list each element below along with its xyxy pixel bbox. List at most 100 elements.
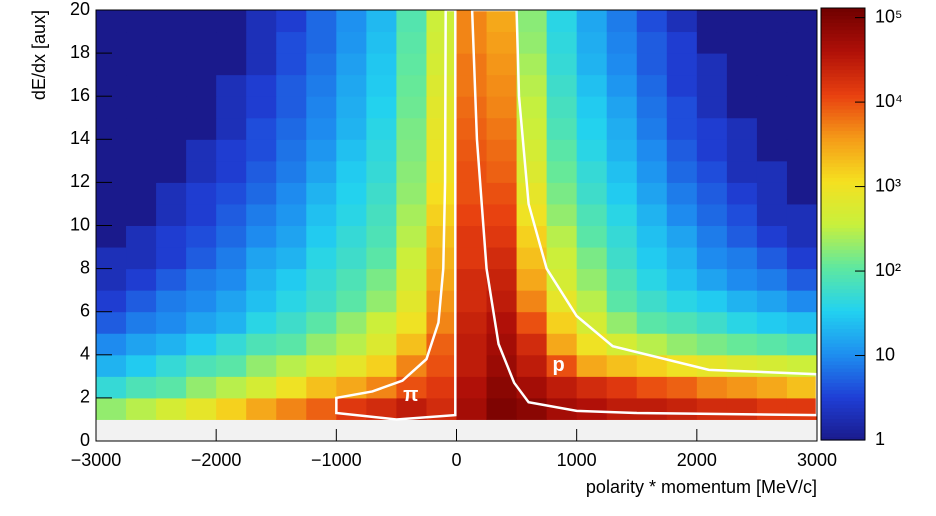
heat-cell	[726, 397, 758, 420]
heat-cell	[516, 74, 548, 97]
heat-cell	[756, 376, 788, 399]
heat-cell	[426, 74, 457, 97]
heat-cell	[696, 53, 728, 76]
colorbar-step	[821, 108, 865, 113]
heat-cell	[426, 354, 457, 377]
heat-cell	[156, 53, 187, 76]
heat-cell	[576, 117, 608, 140]
heat-cell	[156, 290, 187, 313]
heat-cell	[306, 203, 337, 226]
heat-cell	[396, 268, 427, 291]
heat-cell	[696, 31, 728, 54]
heat-cell	[636, 354, 668, 377]
colorbar-step	[821, 324, 865, 329]
heat-cell	[576, 376, 608, 399]
heat-cell	[426, 225, 457, 248]
colorbar-step	[821, 137, 865, 142]
colorbar-step	[821, 396, 865, 401]
heat-cell	[516, 397, 548, 420]
heat-cell	[216, 182, 247, 205]
heat-cell	[486, 117, 518, 140]
colorbar-step	[821, 256, 865, 261]
heat-cell	[366, 182, 397, 205]
heat-cell	[306, 160, 337, 183]
heat-cell	[606, 31, 638, 54]
heat-cell	[96, 268, 127, 291]
heat-cell	[756, 96, 788, 119]
heat-cell	[636, 10, 668, 33]
heat-cell	[696, 268, 728, 291]
heat-cell	[516, 354, 548, 377]
heat-cell	[516, 376, 548, 399]
heat-cell	[96, 333, 127, 356]
heat-cell	[456, 160, 488, 183]
colorbar-step	[821, 98, 865, 103]
colorbar-step	[821, 184, 865, 189]
heat-cell	[666, 53, 698, 76]
heat-cell	[636, 203, 668, 226]
colorbar-step	[821, 8, 865, 13]
colorbar-step	[821, 198, 865, 203]
heat-cell	[666, 10, 698, 33]
heat-cell	[756, 311, 788, 334]
heat-cell	[276, 10, 307, 33]
heat-cell	[306, 117, 337, 140]
heat-cell	[696, 333, 728, 356]
colorbar-step	[821, 242, 865, 247]
heat-cell	[366, 290, 397, 313]
colorbar-step	[821, 321, 865, 326]
heat-cell	[756, 268, 788, 291]
heat-cell	[726, 74, 758, 97]
heat-cell	[336, 311, 367, 334]
heat-cell	[366, 74, 397, 97]
colorbar-step	[821, 72, 865, 77]
colorbar-step	[821, 87, 865, 92]
heat-cell	[666, 376, 698, 399]
colorbar-step	[821, 357, 865, 362]
heat-cell	[276, 247, 307, 270]
heat-cell	[546, 117, 578, 140]
heat-cell	[636, 225, 668, 248]
heat-cell	[456, 225, 488, 248]
heat-cell	[336, 333, 367, 356]
heat-cell	[576, 182, 608, 205]
heat-cell	[606, 139, 638, 162]
heat-cell	[636, 117, 668, 140]
heat-cell	[456, 397, 488, 420]
heat-cell	[336, 203, 367, 226]
heat-cell	[696, 96, 728, 119]
heat-cell	[546, 268, 578, 291]
heat-cell	[306, 290, 337, 313]
colorbar-step	[821, 112, 865, 117]
heat-cell	[396, 290, 427, 313]
heat-cell	[96, 117, 127, 140]
heat-cell	[726, 333, 758, 356]
heat-cell	[786, 376, 818, 399]
heat-cell	[156, 203, 187, 226]
colorbar-step	[821, 216, 865, 221]
heat-cell	[606, 53, 638, 76]
heat-cell	[516, 247, 548, 270]
heat-cell	[636, 397, 668, 420]
heat-cell	[666, 290, 698, 313]
heat-cell	[786, 117, 818, 140]
heat-cell	[366, 31, 397, 54]
heat-cell	[576, 311, 608, 334]
heat-cell	[156, 160, 187, 183]
x-tick-label: −2000	[191, 450, 242, 470]
heat-cell	[696, 247, 728, 270]
x-tick-label: −3000	[71, 450, 122, 470]
heat-cell	[426, 53, 457, 76]
colorbar-step	[821, 382, 865, 387]
heat-cell	[516, 311, 548, 334]
heat-cell	[426, 160, 457, 183]
heat-cell	[216, 376, 247, 399]
heat-cell	[336, 10, 367, 33]
heat-cell	[276, 160, 307, 183]
heat-cell	[426, 96, 457, 119]
heat-cell	[366, 311, 397, 334]
heat-cell	[606, 354, 638, 377]
heat-cell	[156, 397, 187, 420]
heat-cell	[786, 96, 818, 119]
heat-cell	[276, 290, 307, 313]
